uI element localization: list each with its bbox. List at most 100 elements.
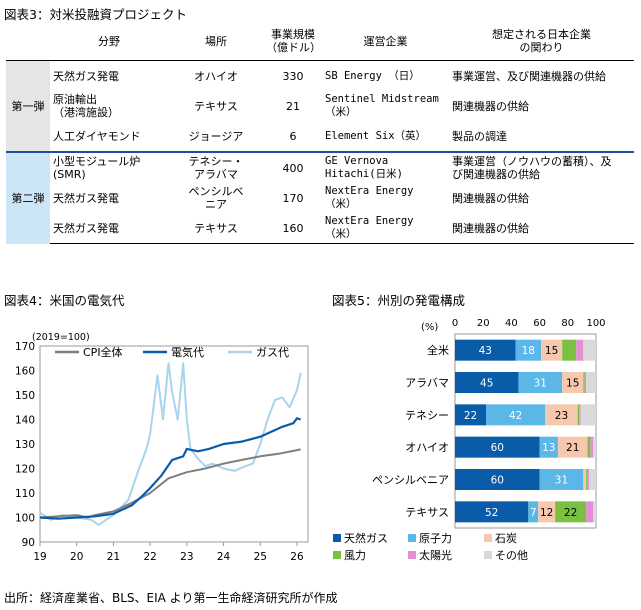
cell-place: オハイオ bbox=[194, 69, 238, 83]
x-tick-label: 22 bbox=[143, 551, 156, 563]
bar-segment bbox=[541, 339, 563, 361]
bar-segment bbox=[538, 501, 556, 523]
cell-size: 170 bbox=[282, 191, 304, 205]
legend-swatch bbox=[484, 534, 492, 542]
cell-company: SB Energy （日） bbox=[325, 69, 420, 82]
legend-label: CPI全体 bbox=[83, 345, 123, 359]
bar-segment bbox=[586, 372, 596, 393]
x-tick-label: 100 bbox=[586, 318, 605, 329]
bar-segment bbox=[562, 372, 584, 393]
x-tick-label: 20 bbox=[70, 551, 83, 563]
group-label-second: 第二弾 bbox=[6, 151, 50, 244]
cell-company: Sentinel Midstream （米） bbox=[325, 93, 439, 118]
cell-place: テキサス bbox=[194, 99, 238, 113]
cell-size: 21 bbox=[286, 99, 300, 113]
category-label: ペンシルベニア bbox=[372, 474, 449, 487]
legend-label: その他 bbox=[495, 549, 528, 562]
cell-field: 小型モジュール炉 (SMR) bbox=[50, 151, 168, 183]
y-tick-label: 130 bbox=[15, 439, 35, 451]
legend-label: 風力 bbox=[344, 549, 366, 562]
x-tick-label: 23 bbox=[180, 551, 193, 563]
data-label: 15 bbox=[545, 345, 558, 357]
cell-place: ペンシルベ ニア bbox=[188, 185, 244, 211]
bar-segment bbox=[590, 436, 594, 458]
data-label: 7 bbox=[530, 507, 537, 519]
bar-segment bbox=[576, 339, 584, 361]
plot-frame bbox=[39, 345, 309, 543]
data-label: 52 bbox=[485, 507, 498, 519]
bar-segment bbox=[515, 339, 542, 361]
bar-segment bbox=[593, 436, 596, 458]
bar-chart: (%) 0 20 40 60 80 100 全米 43 18 15 アラバマ 45 31 15 テネシー 22 4… bbox=[333, 318, 606, 562]
cell-place: テキサス bbox=[168, 213, 264, 244]
y-tick-label: 150 bbox=[15, 390, 35, 402]
cell-place: テネシー・ アラバマ bbox=[168, 151, 264, 183]
bar-segment bbox=[486, 404, 546, 426]
x-tick-label: 60 bbox=[533, 318, 546, 329]
y-tick-label: 120 bbox=[15, 464, 35, 476]
plot-frame bbox=[454, 333, 597, 529]
table-header-row: 分野 場所 事業規模 （億ドル） 運営企業 想定される日本企業 の関わり bbox=[6, 22, 634, 61]
y-tick-label: 160 bbox=[15, 366, 35, 378]
source-footer: 出所：経済産業省、BLS、EIA より第一生命経済研究所が作成 bbox=[4, 591, 338, 605]
cell-field: 人工ダイヤモンド bbox=[53, 129, 141, 143]
x-tick-label: 21 bbox=[107, 551, 120, 563]
bar-segment bbox=[583, 339, 596, 361]
header-role: 想定される日本企業 の関わり bbox=[449, 22, 634, 61]
data-label: 42 bbox=[509, 410, 522, 422]
cell-role: 関連機器の供給 bbox=[452, 99, 529, 113]
bar-segment bbox=[587, 469, 589, 490]
line-chart: (2019=100) 90 100 110 120 130 140 150 160 170 19 20… bbox=[15, 332, 309, 563]
cell-company: NextEra Energy （米） bbox=[325, 185, 414, 210]
header-company: 運営企業 bbox=[322, 22, 449, 61]
bar-segment bbox=[455, 469, 540, 490]
bar-segment bbox=[557, 436, 588, 458]
cell-field: 原油輸出 （港湾施設） bbox=[53, 93, 119, 119]
category-label: テキサス bbox=[405, 506, 449, 519]
data-label: 13 bbox=[542, 442, 555, 454]
cell-role: 製品の調達 bbox=[452, 129, 507, 143]
y-tick-label: 110 bbox=[15, 488, 35, 500]
data-label: 31 bbox=[534, 378, 547, 390]
legend-swatch bbox=[484, 551, 492, 559]
data-label: 23 bbox=[555, 410, 568, 422]
cell-role: 関連機器の供給 bbox=[449, 213, 634, 244]
cell-role: 事業運営（ノウハウの蓄積）、及 び関連機器の供給 bbox=[449, 151, 634, 183]
cell-place: ジョージア bbox=[188, 129, 244, 143]
category-label: オハイオ bbox=[405, 441, 449, 454]
legend-label: 太陽光 bbox=[419, 548, 452, 562]
bar-segment bbox=[455, 436, 540, 458]
series-line bbox=[39, 362, 302, 526]
category-label: アラバマ bbox=[405, 377, 449, 390]
bar-segment bbox=[455, 501, 529, 523]
data-label: 60 bbox=[491, 475, 504, 487]
y-tick-label: 90 bbox=[22, 537, 35, 549]
y-tick-label: 100 bbox=[15, 513, 35, 525]
header-place: 場所 bbox=[168, 22, 264, 61]
bar-segment bbox=[583, 372, 585, 393]
x-tick-label: 19 bbox=[33, 551, 46, 563]
table-row: 人工ダイヤモンド ジョージア 6 Element Six（英） 製品の調達 bbox=[6, 121, 634, 152]
bar-segment bbox=[577, 404, 580, 426]
bar-segment bbox=[539, 436, 558, 458]
x-tick-label: 26 bbox=[290, 551, 304, 563]
data-label: 45 bbox=[480, 378, 493, 390]
data-label: 31 bbox=[555, 475, 568, 487]
bar-segment bbox=[584, 372, 587, 393]
series-line bbox=[39, 417, 302, 520]
bar-segment bbox=[562, 339, 577, 361]
bar-segment bbox=[587, 436, 591, 458]
header-group bbox=[6, 22, 50, 61]
legend-swatch bbox=[408, 534, 416, 542]
data-label: 21 bbox=[566, 442, 579, 454]
cell-company: NextEra Energy （米） bbox=[322, 213, 449, 244]
cell-company: Element Six（英） bbox=[325, 129, 427, 142]
bar-segment bbox=[583, 469, 587, 490]
investment-table: 分野 場所 事業規模 （億ドル） 運営企業 想定される日本企業 の関わり 第一弾… bbox=[6, 22, 634, 244]
x-unit-label: (%) bbox=[421, 322, 438, 333]
bar-segment bbox=[528, 501, 539, 523]
bar-segment bbox=[580, 404, 596, 426]
cell-field: 天然ガス発電 bbox=[50, 213, 168, 244]
cell-role: 関連機器の供給 bbox=[452, 191, 529, 205]
data-label: 18 bbox=[522, 345, 535, 357]
